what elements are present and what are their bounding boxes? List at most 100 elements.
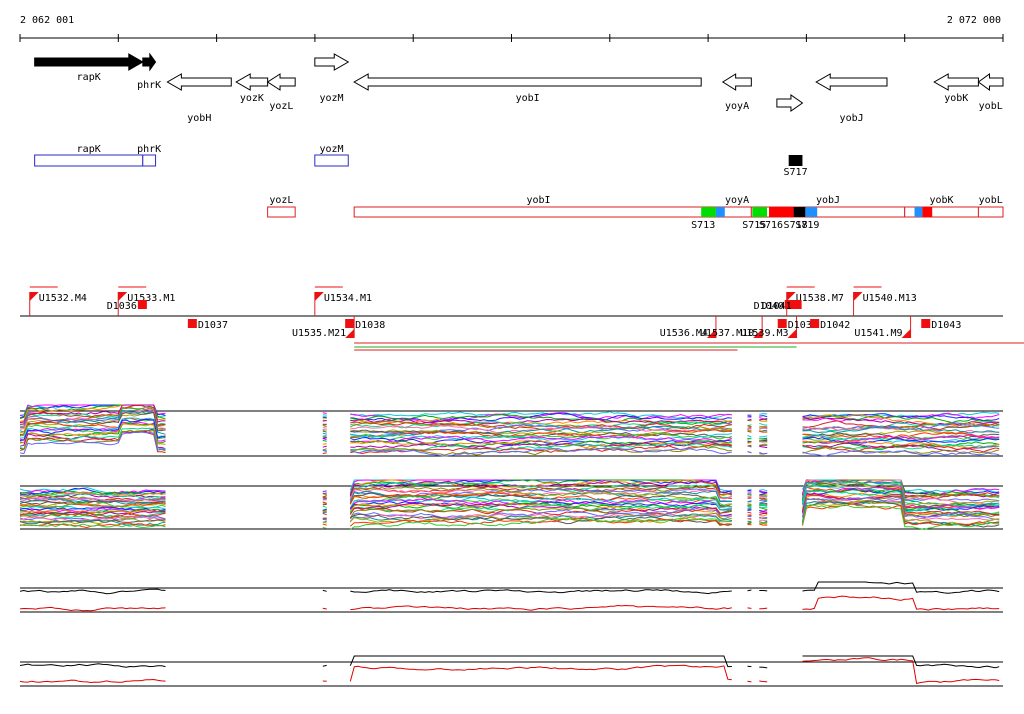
upshift-label: U1534.M1	[324, 293, 372, 304]
downshift-block	[921, 319, 931, 328]
gene-arrow	[266, 73, 296, 91]
gene-label: rapK	[77, 72, 101, 83]
upshift-flag	[753, 329, 763, 338]
gene-arrow	[776, 94, 804, 112]
reverse-transcript-box	[722, 206, 752, 218]
expression-series-line	[19, 408, 1000, 435]
expression-series-line	[19, 406, 1000, 431]
expression-panel	[19, 479, 1003, 531]
downshift-block	[345, 319, 355, 328]
reverse-segment-block	[701, 207, 716, 217]
reverse-segment-label: S715	[742, 220, 766, 231]
downshift-label: D1038	[355, 320, 385, 331]
downshift-block	[810, 319, 820, 328]
expression-series-line	[19, 499, 1000, 522]
reverse-transcript-label: yobI	[526, 195, 550, 206]
ruler-end-label: 2 072 000	[947, 15, 1001, 26]
expression-series-line	[19, 417, 1000, 439]
forward-transcript-label: yozM	[319, 144, 343, 155]
reverse-segment-label: S713	[691, 220, 715, 231]
gene-label: phrK	[137, 80, 161, 91]
expression-series-line	[19, 430, 1000, 455]
shift-marker-track: U1532.M4 U1533.M1 U1534.M1 U1538.M7 U1540.M1…	[20, 286, 1024, 351]
upshift-flag	[786, 292, 796, 301]
reverse-segment-block	[805, 207, 818, 217]
reverse-transcript-label: yobJ	[816, 195, 840, 206]
upshift-flag	[345, 329, 355, 338]
reverse-transcript-box	[267, 206, 296, 218]
downshift-label: D1039	[788, 320, 818, 331]
expression-series-line	[19, 422, 1000, 449]
gene-label: yobH	[187, 113, 211, 124]
gene-label: yozK	[240, 93, 264, 104]
downshift-block	[784, 300, 794, 309]
gene-arrow	[166, 73, 232, 91]
reverse-transcript-label: yoyA	[725, 195, 749, 206]
gene-arrow	[235, 73, 269, 91]
upshift-flag	[29, 292, 39, 301]
expression-profile-tracks	[19, 404, 1003, 687]
reverse-segment-label: S718	[784, 220, 808, 231]
expression-series-line	[19, 655, 1000, 669]
reverse-segment-block	[769, 207, 794, 217]
forward-transcript-box	[142, 154, 157, 167]
forward-transcript-track: rapK phrK yozM S717	[34, 144, 808, 178]
reverse-transcript-box	[353, 206, 724, 218]
downshift-label: D1040	[754, 301, 784, 312]
reverse-segment-block	[715, 207, 725, 217]
upshift-label: U1532.M4	[39, 293, 87, 304]
expression-series-line	[19, 483, 1000, 509]
downshift-label: D1043	[931, 320, 961, 331]
gene-arrow	[721, 73, 752, 91]
expression-series-line	[19, 422, 1000, 451]
upshift-label: U1539.M3	[740, 328, 788, 339]
upshift-flag	[706, 329, 716, 338]
upshift-label: U1535.M21	[292, 328, 346, 339]
upshift-flag	[901, 329, 911, 338]
upshift-label: U1538.M7	[796, 293, 844, 304]
forward-segment-label: S717	[784, 167, 808, 178]
gene-annotation-track: rapK phrK yobH yozK yozL yozM yobI yoyA yobJ yobK…	[34, 52, 1004, 124]
upshift-flag	[314, 292, 324, 301]
upshift-label: U1540.M13	[863, 293, 917, 304]
expression-panel	[19, 581, 1003, 613]
expression-panel	[19, 404, 1003, 457]
reverse-transcript-box	[977, 206, 1004, 218]
expression-series-line	[19, 499, 1000, 527]
expression-series-line	[19, 595, 1000, 612]
coordinate-ruler: 2 062 001 2 072 000	[19, 15, 1004, 42]
expression-series-line	[19, 657, 1000, 685]
reverse-segment-label: S719	[795, 220, 819, 231]
downshift-label: D1036	[107, 301, 137, 312]
upshift-flag	[787, 329, 797, 338]
downshift-block	[777, 319, 787, 328]
gene-label: yobL	[979, 101, 1003, 112]
expression-series-line	[19, 504, 1000, 531]
gene-label: yobJ	[840, 113, 864, 124]
reverse-segment-block	[752, 207, 768, 217]
expression-series-line	[19, 492, 1000, 518]
forward-segment-block	[788, 155, 803, 166]
expression-series-line	[19, 404, 1000, 426]
gene-label: yozM	[319, 93, 343, 104]
downshift-block	[137, 300, 147, 309]
downshift-block	[187, 319, 197, 328]
reverse-transcript-label: yobK	[930, 195, 954, 206]
upshift-label: U1537.M10	[700, 328, 754, 339]
expression-series-line	[19, 500, 1000, 528]
reverse-segment-block	[793, 207, 806, 217]
gene-arrow	[977, 73, 1004, 91]
reverse-segment-block	[922, 207, 933, 217]
downshift-label: D1041	[762, 301, 792, 312]
downshift-block	[792, 300, 802, 309]
downshift-label: D1037	[198, 320, 228, 331]
upshift-flag	[853, 292, 863, 301]
gene-label: yozL	[269, 101, 293, 112]
expression-panel	[19, 655, 1003, 687]
reverse-transcript-label: yobL	[979, 195, 1003, 206]
forward-transcript-label: rapK	[77, 144, 101, 155]
expression-series-line	[19, 581, 1000, 595]
gene-arrow	[34, 53, 144, 71]
